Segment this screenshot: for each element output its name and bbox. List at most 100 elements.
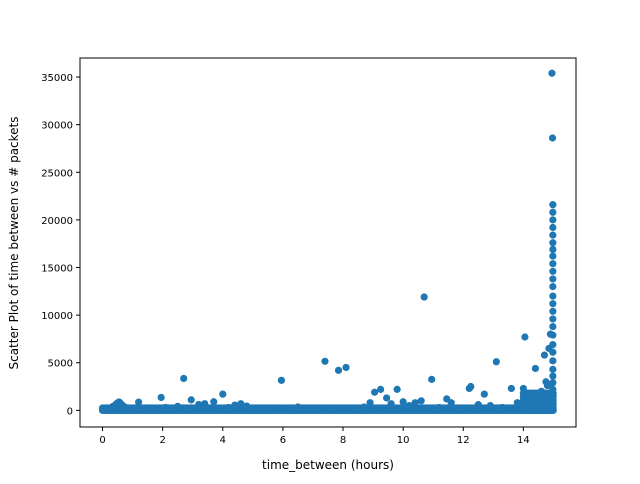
scatter-point — [549, 398, 557, 406]
scatter-point — [447, 399, 455, 407]
scatter-point — [168, 405, 176, 413]
x-axis-label: time_between (hours) — [262, 458, 394, 472]
scatter-point — [543, 381, 552, 390]
y-tick-label: 35000 — [41, 73, 73, 84]
scatter-point — [549, 245, 557, 253]
scatter-point — [377, 385, 385, 393]
x-tick-label: 2 — [159, 435, 165, 446]
scatter-point — [366, 399, 374, 407]
scatter-point — [180, 374, 188, 383]
scatter-point — [184, 404, 192, 413]
scatter-point — [549, 208, 557, 216]
scatter-point — [370, 388, 379, 396]
scatter-point — [549, 365, 557, 373]
scatter-point — [267, 405, 275, 413]
scatter-point — [549, 385, 557, 393]
scatter-point — [187, 396, 195, 404]
scatter-point — [225, 403, 233, 412]
scatter-point — [549, 348, 557, 356]
scatter-point — [549, 322, 557, 331]
scatter-point — [303, 405, 311, 413]
scatter-point — [519, 384, 527, 393]
scatter-point — [549, 379, 557, 387]
scatter-point — [549, 315, 557, 323]
scatter-point — [258, 405, 266, 413]
scatter-point — [549, 275, 557, 283]
scatter-point — [549, 223, 557, 232]
scatter-point — [174, 402, 182, 410]
scatter-point — [157, 393, 165, 402]
scatter-point — [417, 397, 425, 405]
scatter-point — [549, 282, 557, 291]
scatter-point — [231, 401, 239, 409]
y-axis-label: Scatter Plot of time between vs # packet… — [7, 116, 21, 369]
scatter-point — [360, 403, 368, 411]
scatter-point — [334, 366, 343, 374]
scatter-point — [456, 404, 464, 413]
scatter-point — [549, 201, 557, 209]
scatter-point — [435, 403, 443, 412]
scatter-point — [537, 387, 546, 395]
scatter-point — [201, 400, 209, 408]
scatter-point — [507, 384, 515, 393]
scatter-point — [150, 405, 158, 414]
scatter-point — [513, 399, 521, 407]
scatter-point — [474, 401, 482, 409]
scatter-point — [486, 401, 494, 410]
x-tick-label: 6 — [280, 435, 286, 446]
scatter-point — [549, 372, 557, 380]
scatter-point — [540, 351, 549, 359]
scatter-point — [549, 331, 557, 339]
scatter-point — [237, 400, 245, 408]
scatter-point — [549, 341, 557, 349]
scatter-point — [498, 403, 506, 412]
scatter-point — [383, 394, 391, 402]
scatter-point — [399, 398, 407, 406]
y-tick-label: 10000 — [41, 311, 73, 322]
scatter-point — [285, 404, 293, 413]
y-tick-label: 25000 — [41, 168, 73, 179]
scatter-point — [405, 401, 413, 410]
scatter-point — [420, 293, 428, 301]
scatter-point — [387, 400, 395, 408]
scatter-point — [327, 404, 335, 413]
scatter-point — [531, 364, 540, 373]
scatter-point — [428, 375, 436, 383]
y-tick-label: 15000 — [41, 263, 73, 274]
scatter-point — [243, 402, 251, 410]
x-axis-ticks: 0 2 4 6 8 10 12 14 — [99, 427, 530, 446]
scatter-point — [480, 390, 488, 398]
scatter-point — [549, 307, 557, 315]
scatter-point — [219, 390, 227, 398]
y-tick-label: 5000 — [48, 359, 73, 370]
scatter-point — [492, 358, 500, 366]
scatter-point — [549, 267, 557, 275]
scatter-point — [210, 398, 218, 406]
scatter-point — [549, 292, 557, 300]
scatter-point — [521, 333, 529, 341]
x-tick-label: 4 — [220, 435, 226, 446]
scatter-point — [467, 382, 475, 391]
scatter-point — [549, 403, 557, 412]
scatter-point — [549, 231, 557, 239]
x-tick-label: 8 — [340, 435, 346, 446]
scatter-point — [393, 385, 401, 393]
scatter-point — [351, 405, 359, 413]
x-tick-label: 10 — [397, 435, 410, 446]
scatter-point — [525, 398, 534, 406]
scatter-point — [549, 357, 557, 365]
x-tick-label: 14 — [517, 435, 530, 446]
y-tick-label: 20000 — [41, 216, 73, 227]
scatter-point — [135, 398, 143, 406]
y-tick-label: 30000 — [41, 121, 73, 132]
scatter-point — [342, 363, 350, 372]
scatter-point — [321, 357, 329, 365]
x-tick-label: 12 — [457, 435, 470, 446]
scatter-point — [549, 300, 557, 308]
scatter-point — [549, 392, 557, 400]
scatter-point — [195, 400, 203, 409]
scatter-point — [138, 404, 146, 412]
scatter-point — [549, 216, 557, 224]
y-axis-ticks: 0 5000 10000 15000 20000 25000 30000 35000 — [41, 73, 80, 417]
